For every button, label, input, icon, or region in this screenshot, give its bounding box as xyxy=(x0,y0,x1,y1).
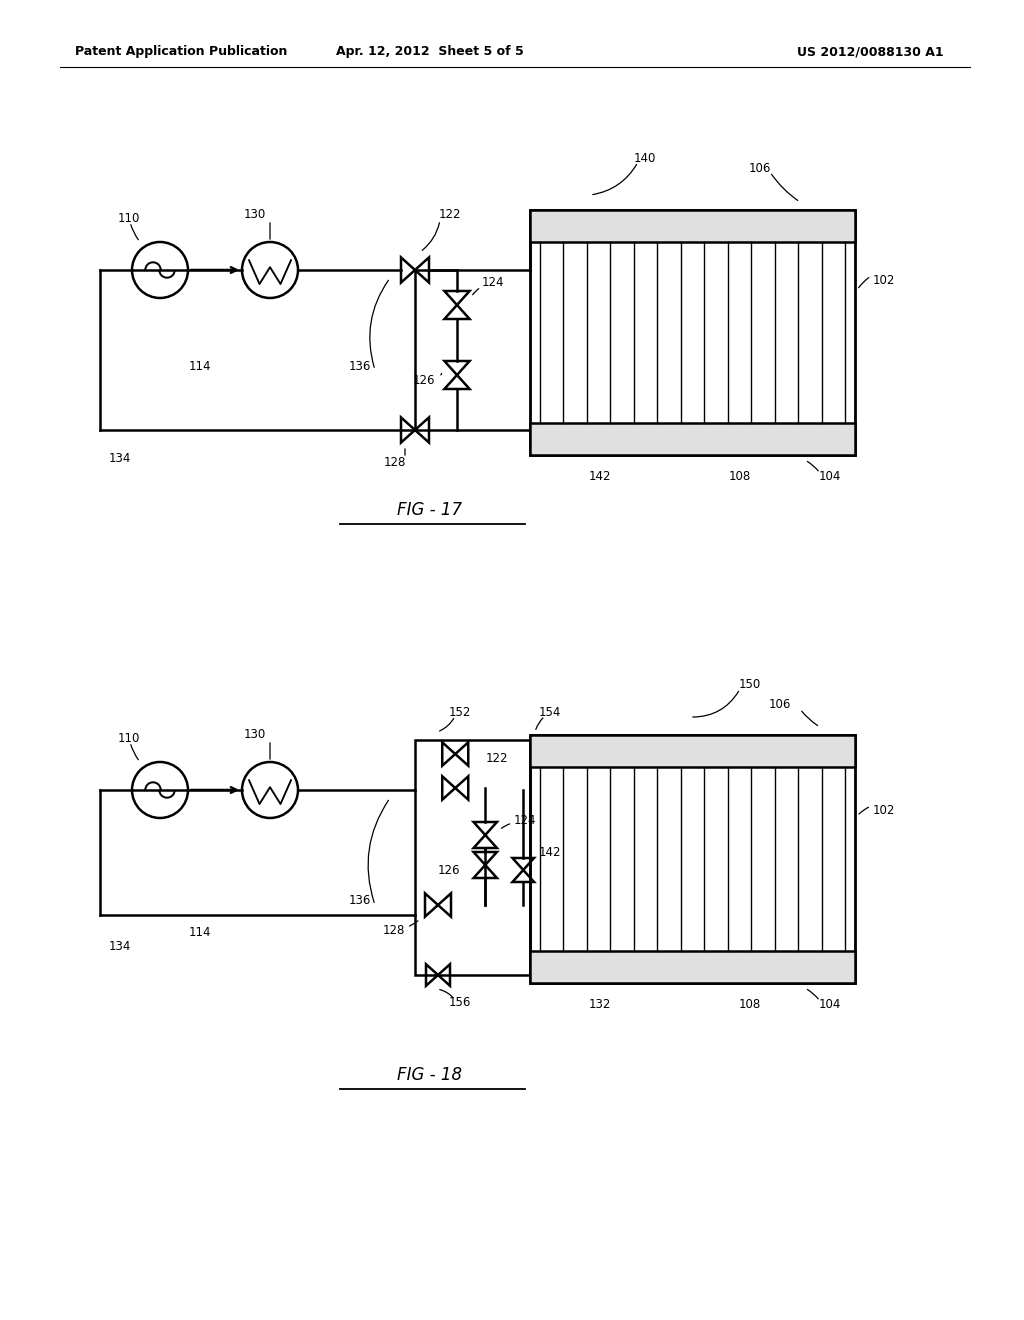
Text: 106: 106 xyxy=(769,698,792,711)
Text: 128: 128 xyxy=(384,455,407,469)
Text: 150: 150 xyxy=(739,678,761,692)
Text: 124: 124 xyxy=(482,276,505,289)
Text: 126: 126 xyxy=(413,374,435,387)
Text: 124: 124 xyxy=(513,813,536,826)
Text: 140: 140 xyxy=(634,152,656,165)
Text: 122: 122 xyxy=(438,209,461,222)
Text: 152: 152 xyxy=(449,705,471,718)
Text: 128: 128 xyxy=(383,924,406,936)
Text: 126: 126 xyxy=(437,863,460,876)
Bar xyxy=(530,950,855,983)
Text: Apr. 12, 2012  Sheet 5 of 5: Apr. 12, 2012 Sheet 5 of 5 xyxy=(336,45,524,58)
Text: 134: 134 xyxy=(109,451,131,465)
Text: 136: 136 xyxy=(349,359,371,372)
Bar xyxy=(530,735,855,767)
Bar xyxy=(415,741,530,975)
Text: 110: 110 xyxy=(118,211,140,224)
Text: 130: 130 xyxy=(244,729,266,742)
Text: 114: 114 xyxy=(188,359,211,372)
Text: 142: 142 xyxy=(589,470,611,483)
Text: 108: 108 xyxy=(739,998,761,1011)
Text: US 2012/0088130 A1: US 2012/0088130 A1 xyxy=(797,45,943,58)
Bar xyxy=(530,210,855,242)
Bar xyxy=(530,424,855,455)
Text: 104: 104 xyxy=(819,998,841,1011)
Text: Patent Application Publication: Patent Application Publication xyxy=(75,45,288,58)
Text: 132: 132 xyxy=(589,998,611,1011)
Text: 142: 142 xyxy=(539,846,561,858)
Text: 136: 136 xyxy=(349,895,371,908)
Text: 134: 134 xyxy=(109,940,131,953)
Text: 122: 122 xyxy=(485,751,508,764)
Text: 130: 130 xyxy=(244,209,266,222)
Text: 156: 156 xyxy=(449,997,471,1010)
Text: 102: 102 xyxy=(873,804,895,817)
Text: 114: 114 xyxy=(188,927,211,940)
Bar xyxy=(530,210,855,455)
Bar xyxy=(530,735,855,983)
Text: 102: 102 xyxy=(873,273,895,286)
Text: 154: 154 xyxy=(539,705,561,718)
Text: 104: 104 xyxy=(819,470,841,483)
Text: FIG - 18: FIG - 18 xyxy=(397,1067,463,1084)
Text: FIG - 17: FIG - 17 xyxy=(397,502,463,519)
Text: 110: 110 xyxy=(118,731,140,744)
Text: 106: 106 xyxy=(749,161,771,174)
Text: 108: 108 xyxy=(729,470,752,483)
